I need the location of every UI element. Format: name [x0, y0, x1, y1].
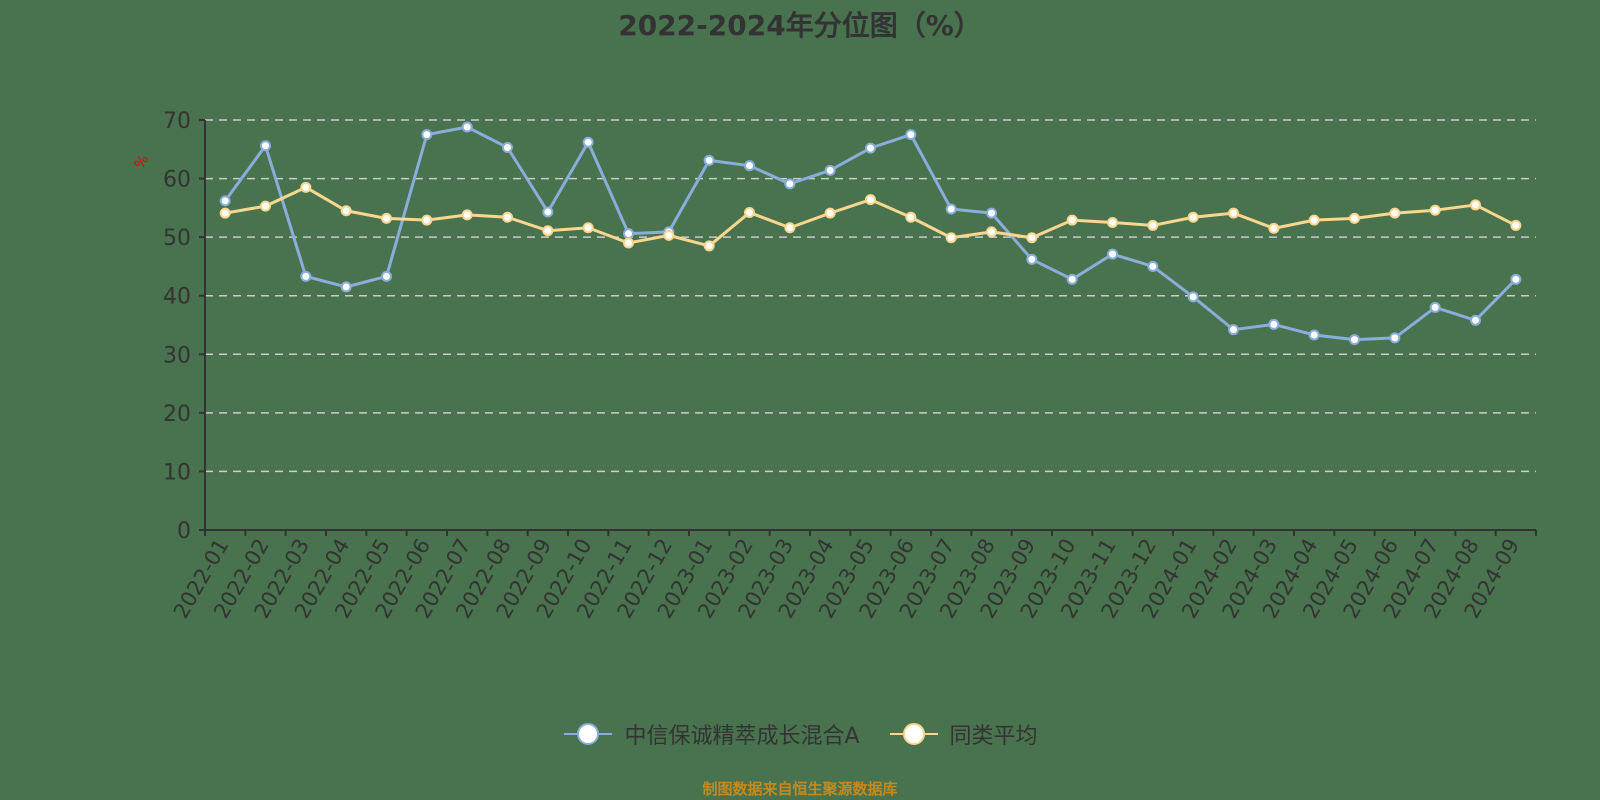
- data-point: [1187, 291, 1199, 303]
- data-point: [905, 129, 917, 141]
- data-point: [260, 200, 271, 212]
- data-point: [744, 160, 755, 172]
- data-point: [986, 226, 997, 238]
- data-point: [1147, 260, 1159, 272]
- data-point: [1107, 217, 1118, 228]
- y-tick-label: 0: [177, 519, 191, 544]
- y-tick-label: 20: [163, 402, 191, 427]
- data-point: [340, 281, 352, 293]
- data-point: [703, 240, 715, 252]
- data-point: [1429, 204, 1441, 216]
- legend: 中信保诚精萃成长混合A 同类平均: [0, 718, 1600, 750]
- data-point: [905, 211, 917, 223]
- data-point: [784, 222, 796, 234]
- data-point: [542, 206, 554, 218]
- data-point: [1389, 332, 1401, 344]
- data-point: [421, 129, 433, 141]
- y-tick-label: 30: [163, 343, 191, 368]
- data-point: [1026, 232, 1038, 244]
- data-point: [623, 237, 634, 249]
- data-point: [1066, 214, 1078, 226]
- data-point: [1349, 212, 1360, 224]
- data-point: [1470, 314, 1481, 326]
- y-tick-label: 50: [163, 226, 191, 251]
- data-source-note: 制图数据来自恒生聚源数据库: [702, 780, 898, 798]
- legend-label-peer-average: 同类平均: [949, 724, 1038, 749]
- line-chart: 0102030405060702022-012022-022022-032022…: [132, 109, 1537, 622]
- data-point: [502, 211, 513, 223]
- data-point: [300, 181, 312, 193]
- data-point: [1107, 248, 1118, 260]
- data-point: [986, 207, 997, 219]
- data-point: [582, 222, 594, 234]
- data-point: [1429, 301, 1441, 313]
- legend-label-fund: 中信保诚精萃成长混合A: [624, 724, 860, 749]
- data-point: [502, 142, 513, 154]
- data-point: [421, 214, 433, 226]
- y-tick-label: 10: [163, 460, 191, 485]
- data-point: [582, 136, 594, 148]
- legend-marker-peer-icon: [889, 723, 938, 745]
- legend-item-fund[interactable]: 中信保诚精萃成长混合A: [562, 718, 860, 750]
- data-point: [219, 195, 231, 207]
- y-tick-label: 60: [163, 168, 191, 193]
- data-point: [865, 142, 876, 154]
- data-point: [340, 205, 352, 217]
- data-point: [1268, 318, 1280, 330]
- series-lines: [219, 121, 1522, 346]
- y-tick-label: 70: [163, 109, 191, 134]
- data-point: [1349, 334, 1360, 346]
- data-point: [1308, 329, 1320, 341]
- chart-title: 2022-2024年分位图（%）: [618, 9, 982, 42]
- data-point: [461, 121, 473, 133]
- data-point: [1510, 219, 1522, 231]
- data-point: [461, 209, 473, 221]
- data-point: [824, 164, 836, 176]
- data-point: [824, 207, 836, 219]
- data-point: [744, 207, 755, 219]
- data-point: [945, 203, 957, 215]
- data-point: [260, 140, 271, 152]
- data-point: [1026, 253, 1038, 265]
- data-point: [784, 178, 796, 190]
- data-point: [542, 225, 554, 237]
- data-point: [1268, 222, 1280, 234]
- data-point: [1228, 324, 1239, 336]
- data-point: [703, 154, 715, 166]
- data-point: [1187, 211, 1199, 223]
- data-point: [381, 270, 392, 282]
- y-tick-label: 40: [163, 285, 191, 310]
- data-point: [663, 229, 675, 241]
- legend-marker-fund-icon: [564, 723, 613, 745]
- legend-item-peer-average[interactable]: 同类平均: [888, 718, 1038, 750]
- data-point: [219, 207, 231, 219]
- data-point: [945, 232, 957, 244]
- data-point: [381, 212, 392, 224]
- data-point: [1308, 214, 1320, 226]
- data-point: [623, 228, 634, 240]
- data-point: [865, 194, 876, 206]
- data-point: [1066, 273, 1078, 285]
- data-point: [1470, 199, 1481, 211]
- data-point: [1510, 273, 1522, 285]
- data-point: [1147, 219, 1159, 231]
- data-point: [1389, 207, 1401, 219]
- y-axis-label: %: [132, 152, 153, 172]
- gridlines: [205, 119, 1536, 473]
- axes: 0102030405060702022-012022-022022-032022…: [163, 109, 1537, 622]
- data-point: [1228, 207, 1239, 219]
- data-point: [300, 270, 312, 282]
- series-line-0: [223, 125, 1517, 342]
